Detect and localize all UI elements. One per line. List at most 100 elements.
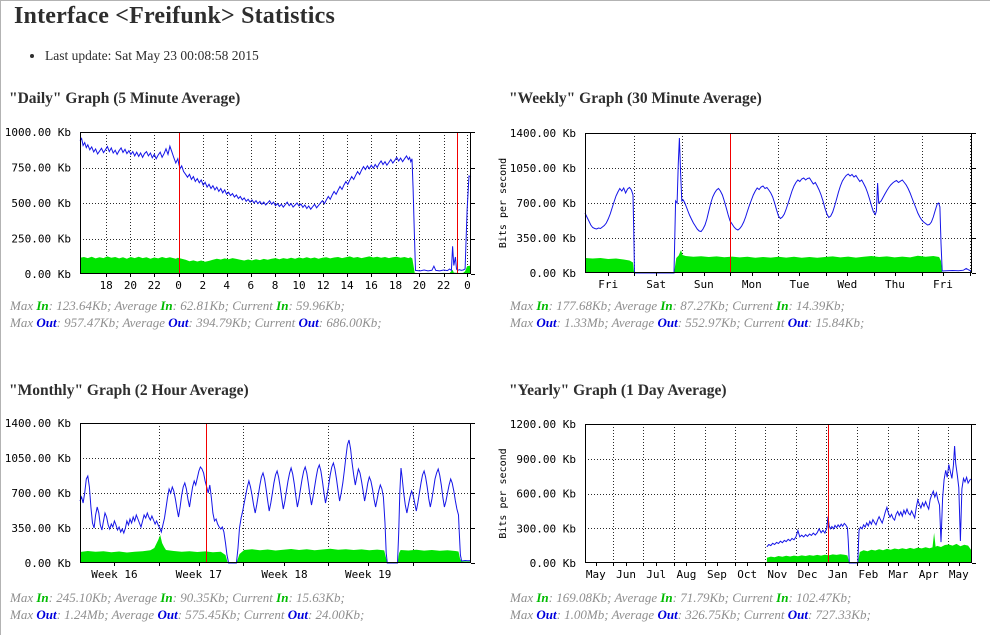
stats-line: Max Out: 1.00Mb; Average Out: 326.75Kb; … — [510, 607, 871, 622]
daily-graph-title: "Daily" Graph (5 Minute Average) — [9, 90, 241, 107]
svg-text:900.00 Kb: 900.00 Kb — [516, 453, 576, 466]
svg-text:500.00 Kb: 500.00 Kb — [11, 197, 71, 210]
svg-text:Nov: Nov — [767, 568, 787, 581]
svg-text:1050.00 Kb: 1050.00 Kb — [510, 162, 576, 175]
page-title: Interface <Freifunk> Statistics — [14, 3, 336, 29]
yearly-graph-title: "Yearly" Graph (1 Day Average) — [509, 382, 727, 399]
svg-text:0: 0 — [175, 279, 182, 292]
svg-text:16: 16 — [365, 279, 378, 292]
svg-text:2: 2 — [199, 279, 206, 292]
y-axis-title: Bits per second — [498, 448, 509, 538]
svg-text:1050.00 Kb: 1050.00 Kb — [5, 452, 71, 465]
monthly-graph: 1400.00 Kb 1050.00 Kb 700.00 Kb 350.00 Kb 0.… — [1, 411, 493, 592]
stats-line: Max In: 177.68Kb; Average In: 87.27Kb; C… — [510, 298, 845, 313]
gridlines — [80, 423, 471, 563]
y-axis-labels: 1000.00 Kb 750.00 Kb 500.00 Kb 250.00 Kb 0.0… — [5, 126, 71, 281]
svg-text:22: 22 — [148, 279, 161, 292]
svg-text:18: 18 — [100, 279, 113, 292]
axis-ticks — [114, 423, 475, 566]
plot-frame — [585, 424, 972, 563]
update-list: Last update: Sat May 23 00:08:58 2015 — [29, 48, 259, 64]
svg-text:250.00 Kb: 250.00 Kb — [11, 233, 71, 246]
weekly-graph-canvas: 1400.00 Kb 1050.00 Kb 700.00 Kb 350.00 Kb 0.… — [498, 127, 976, 291]
svg-text:Jul: Jul — [646, 568, 666, 581]
svg-text:700.00 Kb: 700.00 Kb — [11, 487, 71, 500]
svg-text:350.00 Kb: 350.00 Kb — [11, 522, 71, 535]
svg-text:Sun: Sun — [694, 278, 714, 291]
weekly-out-line — [584, 137, 973, 274]
axis-ticks — [596, 424, 976, 566]
gridlines — [585, 424, 972, 563]
svg-text:Apr: Apr — [919, 568, 939, 581]
monthly-graph-title: "Monthly" Graph (2 Hour Average) — [9, 382, 249, 399]
svg-text:14: 14 — [340, 279, 354, 292]
svg-text:20: 20 — [124, 279, 137, 292]
stats-line: Max In: 123.64Kb; Average In: 62.81Kb; C… — [10, 298, 345, 313]
svg-text:May: May — [949, 568, 969, 581]
svg-text:May: May — [586, 568, 606, 581]
svg-text:Sat: Sat — [646, 278, 666, 291]
svg-text:0.00 Kb: 0.00 Kb — [25, 557, 71, 570]
yearly-in-area — [766, 532, 972, 563]
plot-frame — [80, 132, 471, 274]
svg-text:12: 12 — [317, 279, 330, 292]
x-axis-labels: Week 16 Week 17 Week 18 Week 19 — [91, 568, 391, 581]
axis-ticks — [608, 133, 976, 276]
monthly-in-area — [80, 535, 471, 563]
weekly-in-area — [585, 250, 972, 273]
daily-graph-canvas: 1000.00 Kb 750.00 Kb 500.00 Kb 250.00 Kb 0.0… — [5, 126, 475, 292]
y-axis-labels: 1200.00 Kb 900.00 Kb 600.00 Kb 300.00 Kb 0.0… — [510, 418, 576, 570]
svg-text:1000.00 Kb: 1000.00 Kb — [5, 126, 71, 139]
svg-text:4: 4 — [223, 279, 230, 292]
gridlines — [80, 132, 471, 274]
weekly-graph: 1400.00 Kb 1050.00 Kb 700.00 Kb 350.00 Kb 0.… — [496, 119, 990, 300]
svg-text:18: 18 — [389, 279, 402, 292]
svg-text:Mar: Mar — [889, 568, 909, 581]
svg-text:22: 22 — [437, 279, 450, 292]
x-axis-labels: Fri Sat Sun Mon Tue Wed Thu Fri — [598, 278, 953, 291]
svg-text:Week 17: Week 17 — [176, 568, 222, 581]
svg-text:Week 16: Week 16 — [91, 568, 137, 581]
stats-line: Max In: 169.08Kb; Average In: 71.79Kb; C… — [510, 590, 852, 605]
daily-in-area — [80, 256, 471, 274]
svg-text:1400.00 Kb: 1400.00 Kb — [5, 417, 71, 430]
svg-text:Wed: Wed — [837, 278, 857, 291]
y-axis-title: Bits per second — [498, 158, 509, 248]
yearly-graph: 1200.00 Kb 900.00 Kb 600.00 Kb 300.00 Kb 0.0… — [496, 411, 990, 592]
svg-text:0: 0 — [464, 279, 471, 292]
svg-text:0.00 Kb: 0.00 Kb — [25, 268, 71, 281]
plot-frame — [585, 133, 972, 273]
y-axis-labels: 1400.00 Kb 1050.00 Kb 700.00 Kb 350.00 Kb 0.… — [5, 417, 71, 570]
daily-out-line — [79, 137, 472, 272]
weekly-graph-title: "Weekly" Graph (30 Minute Average) — [509, 90, 762, 107]
svg-text:750.00 Kb: 750.00 Kb — [11, 162, 71, 175]
svg-text:6: 6 — [248, 279, 255, 292]
plot-frame — [80, 423, 471, 563]
svg-text:Fri: Fri — [933, 278, 953, 291]
svg-text:0.00 Kb: 0.00 Kb — [530, 267, 576, 280]
svg-text:300.00 Kb: 300.00 Kb — [516, 522, 576, 535]
svg-text:Week 18: Week 18 — [261, 568, 307, 581]
y-axis-labels: 1400.00 Kb 1050.00 Kb 700.00 Kb 350.00 Kb 0.… — [510, 127, 576, 280]
stats-line: Max Out: 957.47Kb; Average Out: 394.79Kb… — [10, 315, 382, 330]
svg-text:Thu: Thu — [885, 278, 905, 291]
monthly-graph-canvas: 1400.00 Kb 1050.00 Kb 700.00 Kb 350.00 Kb 0.… — [5, 417, 475, 581]
stats-line: Max Out: 1.33Mb; Average Out: 552.97Kb; … — [510, 315, 865, 330]
svg-text:Jan: Jan — [828, 568, 848, 581]
svg-text:1400.00 Kb: 1400.00 Kb — [510, 127, 576, 140]
daily-graph: 1000.00 Kb 750.00 Kb 500.00 Kb 250.00 Kb 0.0… — [1, 119, 493, 300]
svg-text:600.00 Kb: 600.00 Kb — [516, 488, 576, 501]
svg-text:350.00 Kb: 350.00 Kb — [516, 232, 576, 245]
monthly-stats: Max In: 245.10Kb; Average In: 90.35Kb; C… — [10, 589, 364, 623]
svg-text:Sep: Sep — [707, 568, 727, 581]
svg-text:Fri: Fri — [598, 278, 618, 291]
svg-text:Tue: Tue — [789, 278, 809, 291]
svg-text:Feb: Feb — [858, 568, 878, 581]
x-axis-labels: May Jun Jul Aug Sep Oct Nov Dec Jan Feb Mar Apr May — [586, 568, 969, 581]
last-update-item: Last update: Sat May 23 00:08:58 2015 — [45, 48, 259, 64]
weekly-stats: Max In: 177.68Kb; Average In: 87.27Kb; C… — [510, 297, 864, 331]
axis-ticks — [106, 132, 475, 277]
svg-text:Dec: Dec — [798, 568, 818, 581]
svg-text:0.00 Kb: 0.00 Kb — [530, 557, 576, 570]
